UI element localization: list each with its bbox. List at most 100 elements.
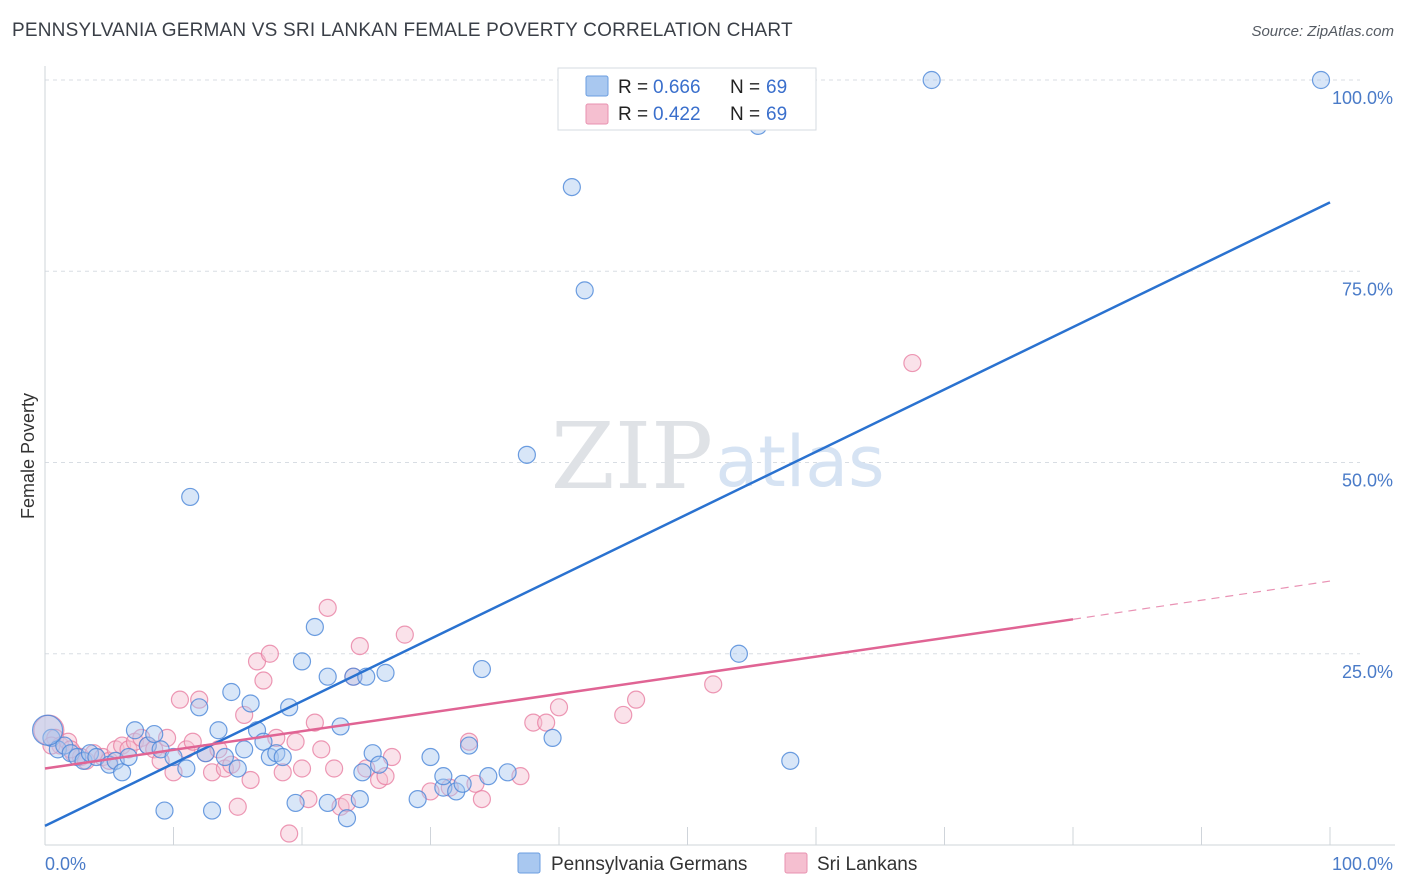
series-sri-lankans bbox=[33, 353, 922, 843]
legend-r-value-pink: 0.422 bbox=[653, 104, 701, 125]
pink-point bbox=[273, 763, 292, 782]
pink-point bbox=[903, 353, 922, 373]
pink-point bbox=[614, 705, 633, 725]
blue-point bbox=[228, 759, 247, 778]
pink-point bbox=[524, 713, 543, 732]
blue-point bbox=[575, 281, 594, 300]
blue-point bbox=[125, 721, 145, 740]
series-pennsylvania-germans bbox=[31, 70, 1331, 828]
chart-title: PENNSYLVANIA GERMAN VS SRI LANKAN FEMALE… bbox=[12, 20, 793, 41]
blue-point bbox=[459, 736, 479, 755]
y-tick-label: 25.0% bbox=[1342, 662, 1393, 682]
blue-point bbox=[922, 70, 941, 90]
blue-point bbox=[421, 747, 440, 767]
y-tick-label: 75.0% bbox=[1342, 279, 1393, 299]
pink-point bbox=[305, 713, 324, 732]
legend-swatch-pink bbox=[585, 103, 609, 125]
pink-point bbox=[318, 598, 337, 617]
blue-point bbox=[408, 789, 427, 809]
legend-r-value-blue: 0.666 bbox=[653, 77, 701, 98]
blue-point bbox=[209, 721, 228, 740]
legend-n-value-pink: 69 bbox=[766, 104, 787, 125]
pink-point bbox=[549, 698, 569, 717]
pink-point bbox=[325, 759, 344, 778]
watermark: ZIP atlas bbox=[551, 403, 885, 510]
blue-point bbox=[350, 789, 369, 809]
trend-line bbox=[44, 618, 1074, 770]
blue-point bbox=[202, 801, 222, 820]
blue-point bbox=[181, 487, 200, 507]
pink-point bbox=[350, 636, 369, 656]
pink-point bbox=[537, 713, 556, 732]
legend-n-value-blue: 69 bbox=[766, 77, 787, 98]
blue-point bbox=[190, 698, 209, 717]
watermark-atlas: atlas bbox=[715, 421, 884, 503]
bottom-legend-label-blue: Pennsylvania Germans bbox=[551, 854, 747, 875]
blue-point bbox=[112, 763, 132, 782]
blue-point bbox=[1311, 70, 1331, 90]
pink-point bbox=[286, 732, 305, 751]
trend-line-extension bbox=[1072, 580, 1331, 620]
blue-point bbox=[177, 759, 196, 778]
blue-point bbox=[31, 714, 64, 746]
tick-labels: 25.0% 50.0% 75.0% 100.0% 0.0% 100.0% bbox=[45, 88, 1393, 874]
y-tick-label: 50.0% bbox=[1342, 471, 1393, 491]
blue-point bbox=[215, 747, 234, 767]
x-tick-label: 0.0% bbox=[45, 854, 86, 874]
blue-point bbox=[479, 767, 498, 786]
y-axis-label: Female Poverty bbox=[18, 393, 38, 519]
blue-point bbox=[318, 667, 337, 686]
gridlines bbox=[45, 79, 1360, 655]
legend-r-label-blue: R = bbox=[618, 77, 648, 98]
correlation-legend: R = 0.666 N = 69 R = 0.422 N = 69 bbox=[557, 67, 817, 131]
series-legend: Pennsylvania Germans Sri Lankans bbox=[517, 852, 917, 875]
legend-n-label-blue: N = bbox=[730, 77, 760, 98]
blue-point bbox=[155, 801, 174, 820]
blue-point bbox=[286, 793, 305, 813]
pink-point bbox=[292, 759, 312, 778]
blue-point bbox=[472, 659, 491, 679]
pink-point bbox=[280, 824, 299, 843]
bottom-legend-swatch-blue bbox=[517, 852, 541, 874]
blue-point bbox=[292, 652, 312, 671]
blue-point bbox=[305, 617, 324, 637]
pink-point bbox=[190, 690, 209, 709]
blue-point bbox=[498, 763, 517, 782]
pink-point bbox=[312, 740, 331, 759]
bottom-legend-label-pink: Sri Lankans bbox=[817, 854, 917, 875]
blue-point bbox=[337, 809, 357, 828]
blue-point bbox=[318, 793, 337, 813]
trend-lines bbox=[44, 201, 1331, 827]
blue-point bbox=[781, 751, 800, 770]
blue-point bbox=[273, 747, 292, 767]
pink-point bbox=[260, 644, 279, 663]
legend-n-label-pink: N = bbox=[730, 104, 760, 125]
pink-point bbox=[459, 732, 479, 751]
blue-point bbox=[235, 740, 254, 759]
blue-point bbox=[222, 682, 241, 702]
blue-point bbox=[241, 694, 260, 713]
legend-swatch-blue bbox=[585, 75, 609, 97]
pink-point bbox=[472, 789, 491, 809]
pink-point bbox=[626, 690, 646, 709]
pink-point bbox=[235, 705, 254, 725]
source-label: Source: ZipAtlas.com bbox=[1251, 23, 1394, 40]
pink-point bbox=[241, 770, 260, 790]
watermark-zip: ZIP bbox=[551, 403, 713, 510]
pink-point bbox=[170, 690, 190, 709]
blue-point bbox=[562, 178, 581, 197]
blue-point bbox=[543, 728, 562, 748]
y-tick-label: 100.0% bbox=[1332, 88, 1393, 108]
blue-point bbox=[376, 663, 395, 682]
pink-point bbox=[395, 625, 414, 644]
blue-point bbox=[370, 755, 389, 774]
pink-point bbox=[376, 767, 395, 786]
pink-point bbox=[228, 797, 247, 816]
trend-line bbox=[44, 201, 1331, 827]
blue-point bbox=[363, 744, 382, 763]
x-tick-label: 100.0% bbox=[1332, 854, 1393, 874]
blue-point bbox=[353, 763, 372, 782]
legend-r-label-pink: R = bbox=[618, 104, 648, 125]
bottom-legend-swatch-pink bbox=[784, 852, 808, 874]
pink-point bbox=[704, 675, 723, 694]
